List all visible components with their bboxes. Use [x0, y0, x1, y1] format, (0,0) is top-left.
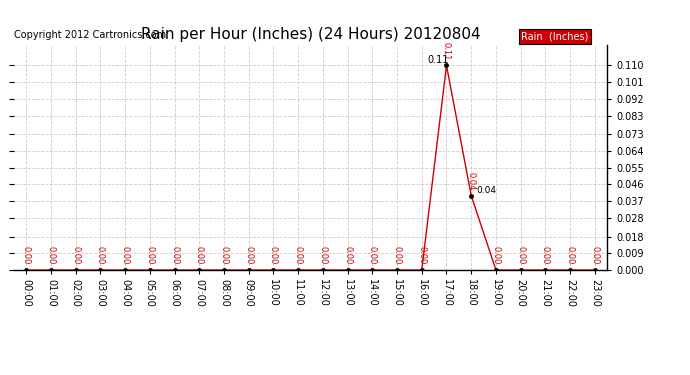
- Text: 0.00: 0.00: [566, 246, 575, 264]
- Text: 0.00: 0.00: [219, 246, 228, 264]
- Text: 0.04: 0.04: [477, 186, 497, 195]
- Text: 0.00: 0.00: [195, 246, 204, 264]
- Text: Rain  (Inches): Rain (Inches): [521, 32, 589, 42]
- Text: 0.00: 0.00: [46, 246, 55, 264]
- Text: 0.00: 0.00: [121, 246, 130, 264]
- Text: 0.00: 0.00: [96, 246, 105, 264]
- Text: 0.00: 0.00: [269, 246, 278, 264]
- Text: Copyright 2012 Cartronics.com: Copyright 2012 Cartronics.com: [14, 30, 166, 40]
- Text: 0.00: 0.00: [417, 246, 426, 264]
- Text: 0.00: 0.00: [368, 246, 377, 264]
- Text: 0.00: 0.00: [491, 246, 500, 264]
- Text: 0.00: 0.00: [393, 246, 402, 264]
- Text: 0.00: 0.00: [318, 246, 327, 264]
- Text: 0.04: 0.04: [466, 172, 475, 190]
- Text: 0.00: 0.00: [170, 246, 179, 264]
- Text: 0.00: 0.00: [343, 246, 352, 264]
- Text: 0.00: 0.00: [516, 246, 525, 264]
- Text: 0.00: 0.00: [591, 246, 600, 264]
- Text: 0.00: 0.00: [21, 246, 30, 264]
- Text: 0.00: 0.00: [541, 246, 550, 264]
- Title: Rain per Hour (Inches) (24 Hours) 20120804: Rain per Hour (Inches) (24 Hours) 201208…: [141, 27, 480, 42]
- Text: 0.11: 0.11: [427, 55, 449, 64]
- Text: 0.11: 0.11: [442, 42, 451, 60]
- Text: 0.00: 0.00: [244, 246, 253, 264]
- Text: 0.00: 0.00: [146, 246, 155, 264]
- Text: 0.00: 0.00: [71, 246, 80, 264]
- Text: 0.00: 0.00: [294, 246, 303, 264]
